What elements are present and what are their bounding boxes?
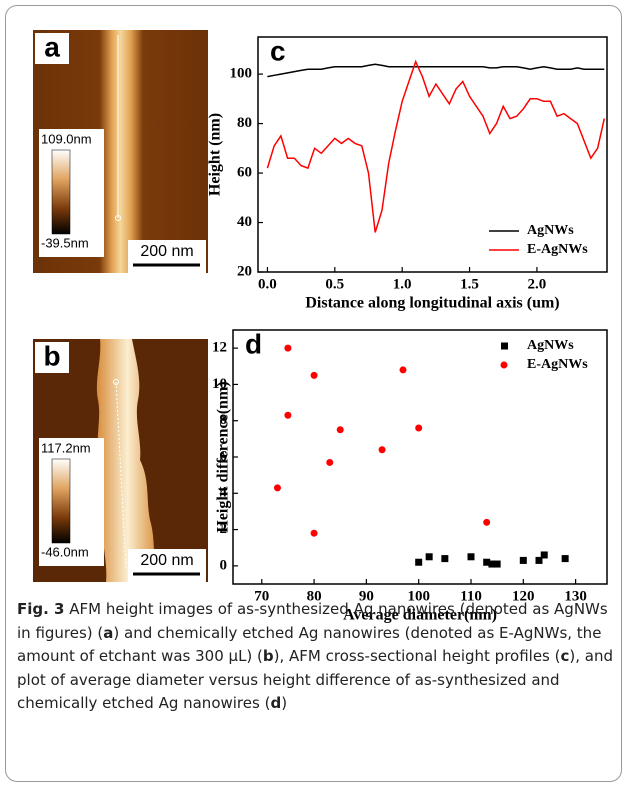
- x-tick-label: 110: [460, 588, 482, 604]
- data-point: [535, 556, 543, 564]
- x-tick-label: 1.0: [393, 276, 412, 292]
- data-point: [326, 458, 334, 466]
- data-point: [441, 555, 449, 563]
- x-axis-label: Average diameter(nm): [343, 607, 497, 624]
- data-point: [284, 411, 292, 419]
- data-point: [540, 551, 548, 559]
- x-tick-label: 2.0: [528, 276, 547, 292]
- x-tick-label: 100: [407, 588, 430, 604]
- caption-segment: ) and chemically etched Ag nanowires (de…: [17, 623, 602, 666]
- scale-bar-label: 200 nm: [140, 243, 193, 260]
- data-point: [284, 344, 292, 352]
- profile-end: [113, 379, 119, 385]
- y-tick-label: 20: [237, 263, 252, 279]
- y-axis-label: Height difference(nm): [215, 381, 232, 532]
- x-tick-label: 0.0: [258, 276, 277, 292]
- panel-label-box: [35, 33, 69, 64]
- y-tick-label: 0: [220, 557, 228, 573]
- legend-label: E-AgNWs: [527, 242, 588, 257]
- y-tick-label: 8: [220, 412, 228, 428]
- colorbar-max: 117.2nm: [41, 440, 91, 455]
- data-point: [336, 426, 344, 434]
- colorbar-min: -39.5nm: [41, 235, 89, 250]
- colorbar: [51, 458, 71, 544]
- data-point: [483, 518, 491, 526]
- x-tick-label: 1.5: [460, 276, 479, 292]
- x-tick-label: 70: [254, 588, 269, 604]
- data-point: [310, 529, 318, 537]
- scale-bar-box: [128, 549, 206, 582]
- data-point: [561, 555, 569, 563]
- caption-segment: c: [560, 647, 570, 665]
- legend-label: E-AgNWs: [527, 357, 588, 372]
- x-tick-label: 0.5: [325, 276, 344, 292]
- y-tick-label: 40: [237, 214, 252, 230]
- data-point: [399, 366, 407, 374]
- panel-label-box: [35, 342, 69, 373]
- panel-label: b: [43, 340, 60, 371]
- data-point: [425, 553, 433, 561]
- legend-label: AgNWs: [527, 338, 574, 353]
- x-tick-label: 120: [512, 588, 535, 604]
- figure-frame: [5, 5, 622, 782]
- data-point: [378, 446, 386, 454]
- y-tick-label: 2: [220, 521, 228, 537]
- x-tick-label: 130: [564, 588, 587, 604]
- y-tick-label: 4: [220, 485, 228, 501]
- caption-segment: ), AFM cross-sectional height profiles (: [273, 647, 561, 665]
- y-tick-label: 10: [212, 376, 227, 392]
- caption-segment: ): [281, 694, 288, 712]
- legend-swatch: [500, 361, 508, 369]
- colorbar: [51, 149, 71, 235]
- scale-bar-box: [128, 240, 206, 273]
- caption-segment: AFM height images of as-synthesized Ag n…: [17, 600, 608, 642]
- data-point: [310, 371, 318, 379]
- caption: Fig. 3 AFM height images of as-synthesiz…: [17, 598, 617, 716]
- legend-label: AgNWs: [527, 223, 574, 238]
- profile-end: [115, 215, 121, 221]
- panel-label: a: [44, 31, 60, 62]
- legend-swatch: [501, 342, 508, 350]
- data-point: [467, 553, 475, 561]
- caption-segment: ), and plot of average diameter versus h…: [17, 647, 614, 712]
- plot-frame: [257, 36, 608, 273]
- x-tick-label: 80: [307, 588, 322, 604]
- nanowire: [96, 339, 158, 582]
- caption-segment: Fig. 3: [17, 600, 65, 618]
- data-point: [483, 558, 491, 566]
- y-tick-label: 6: [220, 448, 228, 464]
- x-tick-label: 90: [359, 588, 374, 604]
- data-point: [493, 560, 501, 568]
- data-point: [519, 556, 527, 564]
- y-tick-label: 80: [237, 115, 252, 131]
- data-point: [415, 558, 423, 566]
- panel-label: c: [270, 35, 286, 66]
- colorbar-min: -46.0nm: [41, 544, 89, 559]
- data-line: [266, 59, 606, 233]
- scale-bar-label: 200 nm: [140, 552, 193, 569]
- data-point: [488, 560, 496, 568]
- x-axis-label: Distance along longitudinal axis (um): [305, 295, 559, 312]
- y-tick-label: 12: [212, 340, 227, 356]
- colorbar-box: [39, 438, 104, 566]
- y-tick-label: 100: [230, 66, 253, 82]
- caption-segment: b: [262, 647, 274, 665]
- y-axis-label: Height (nm): [207, 113, 224, 196]
- profile-line: [115, 381, 127, 569]
- caption-segment: d: [270, 694, 282, 712]
- colorbar-box: [39, 129, 104, 257]
- data-point: [415, 424, 423, 432]
- colorbar-max: 109.0nm: [41, 131, 92, 146]
- y-tick-label: 60: [237, 164, 252, 180]
- panel-label: d: [245, 328, 262, 359]
- caption-segment: a: [103, 623, 114, 642]
- data-line: [267, 63, 605, 78]
- data-point: [273, 484, 281, 492]
